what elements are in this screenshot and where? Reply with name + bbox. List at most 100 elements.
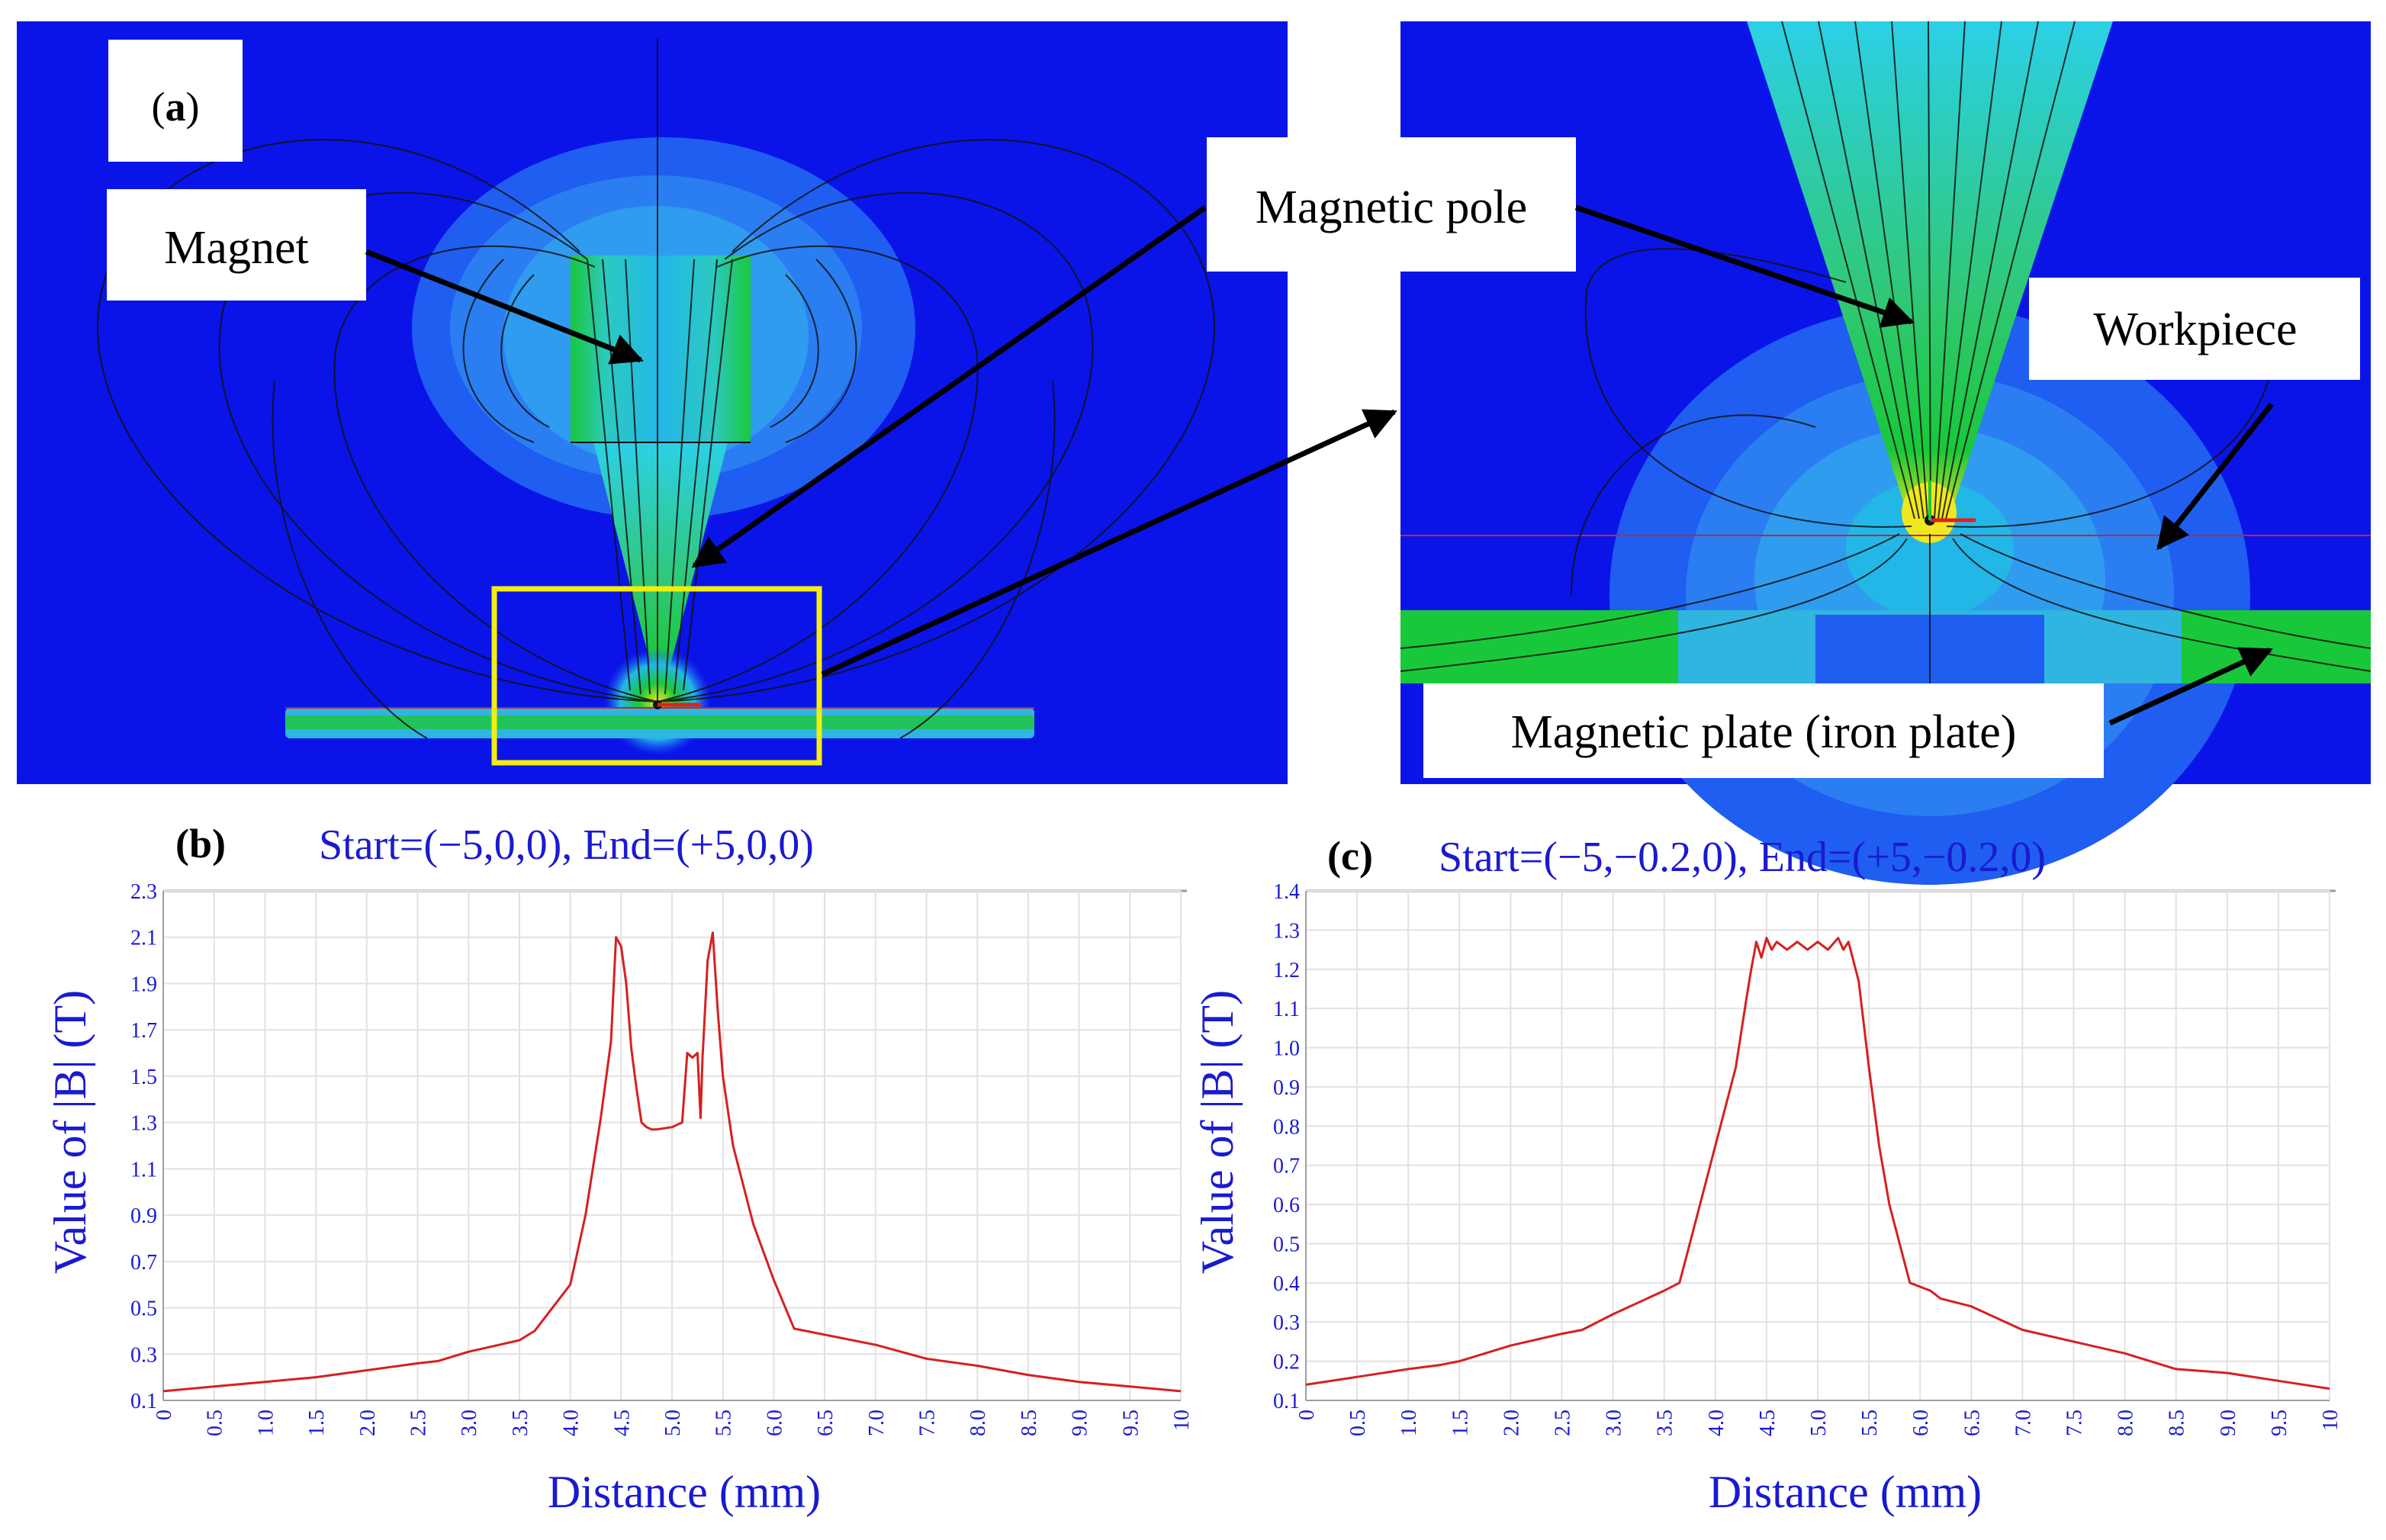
magnetic-pole-arrow-right	[1574, 204, 1915, 328]
x-tick-label: 7.5	[2063, 1410, 2087, 1436]
y-tick-label: 0.5	[130, 1297, 157, 1321]
x-tick-label: 5.5	[712, 1410, 736, 1436]
x-tick-label: 0	[153, 1410, 176, 1420]
y-tick-label: 0.7	[130, 1251, 157, 1275]
y-tick-label: 1.1	[1273, 998, 1300, 1021]
magnetic-pole-callout-box	[1207, 137, 1576, 272]
y-tick-label: 1.9	[130, 973, 157, 996]
workpiece-callout-text: Workpiece	[2094, 304, 2298, 355]
x-tick-label: 4.0	[1705, 1410, 1728, 1436]
x-tick-label: 8.5	[2166, 1410, 2189, 1436]
x-tick-label: 9.5	[1119, 1410, 1143, 1436]
x-tick-label: 0.5	[1346, 1410, 1370, 1436]
x-tick-label: 4.5	[610, 1410, 634, 1436]
data-series-line	[162, 931, 1182, 1393]
x-tick-label: 4.0	[560, 1410, 584, 1436]
chart-c-ylabel: Value of |B| (T)	[1192, 990, 1243, 1274]
x-tick-label: 10	[1170, 1410, 1194, 1431]
x-tick-label: 6.5	[1960, 1410, 1984, 1436]
magnetic-pole-cone	[593, 442, 728, 703]
x-tick-label: 1.5	[1449, 1410, 1472, 1436]
y-tick-label: 0.8	[1273, 1115, 1300, 1139]
panel-a-label: (a)	[152, 84, 200, 130]
x-tick-label: 2.5	[1552, 1410, 1575, 1436]
y-tick-label: 1.3	[130, 1112, 157, 1136]
x-tick-label: 3.0	[458, 1410, 481, 1436]
magnet-body	[571, 256, 751, 443]
panel-a-zoom: Magnetic pole Workpiece Magnetic plate (…	[1207, 21, 2372, 885]
y-tick-label: 0.9	[130, 1204, 157, 1228]
y-tick-label: 0.9	[1273, 1076, 1300, 1100]
x-tick-label: 1.5	[305, 1410, 329, 1436]
field-lines	[97, 38, 1215, 739]
x-tick-label: 3.0	[1603, 1410, 1626, 1436]
chart-c: (c) Start=(−5,−0.2,0), End=(+5,−0.2,0) D…	[1192, 833, 2343, 1517]
y-tick-label: 0.1	[130, 1390, 157, 1413]
y-tick-label: 0.2	[1273, 1351, 1300, 1374]
magnetic-plate-callout-text: Magnetic plate (iron plate)	[1511, 706, 2017, 758]
y-tick-label: 0.3	[130, 1343, 157, 1367]
x-tick-label: 9.0	[1069, 1410, 1092, 1436]
x-tick-label: 1.0	[1397, 1410, 1421, 1436]
y-tick-label: 1.4	[1273, 880, 1300, 904]
zoom-arrow	[821, 409, 1397, 677]
x-tick-label: 3.5	[509, 1410, 532, 1436]
x-tick-label: 2.0	[356, 1410, 380, 1436]
chart-b-ylabel: Value of |B| (T)	[45, 990, 95, 1274]
chart-c-title: Start=(−5,−0.2,0), End=(+5,−0.2,0)	[1439, 834, 2046, 881]
x-tick-label: 7.0	[865, 1410, 889, 1436]
y-tick-label: 0.5	[1273, 1233, 1300, 1256]
x-tick-label: 5.5	[1858, 1410, 1882, 1436]
x-tick-label: 4.5	[1756, 1410, 1780, 1436]
x-tick-label: 6.0	[1909, 1410, 1933, 1436]
x-tick-label: 8.0	[966, 1410, 990, 1436]
x-tick-label: 9.0	[2217, 1410, 2240, 1436]
magnet-callout-box	[107, 189, 366, 301]
chart-b-title: Start=(−5,0,0), End=(+5,0,0)	[319, 821, 814, 869]
x-tick-label: 2.0	[1500, 1410, 1523, 1436]
y-tick-label: 0.3	[1273, 1311, 1300, 1335]
y-tick-label: 0.1	[1273, 1390, 1300, 1413]
y-tick-label: 0.6	[1273, 1194, 1300, 1217]
chart-c-panel-label: (c)	[1327, 833, 1373, 879]
x-tick-label: 0.5	[204, 1410, 227, 1436]
x-tick-label: 0	[1295, 1410, 1319, 1420]
panel-a-left: (a) Magnet	[17, 21, 1288, 784]
magnetic-pole-callout-text: Magnetic pole	[1256, 182, 1527, 233]
x-tick-label: 10	[2319, 1410, 2343, 1431]
y-tick-label: 2.3	[130, 880, 157, 904]
magnet-arrow	[365, 249, 644, 365]
y-tick-label: 0.4	[1273, 1272, 1300, 1296]
magnetic-plate-arrow	[2108, 647, 2273, 726]
x-tick-label: 1.0	[254, 1410, 278, 1436]
chart-b: (b) Start=(−5,0,0), End=(+5,0,0) Distanc…	[45, 821, 1194, 1517]
data-series-line	[1305, 937, 2330, 1391]
y-tick-label: 0.7	[1273, 1155, 1300, 1178]
x-tick-label: 8.0	[2114, 1410, 2138, 1436]
x-tick-label: 9.5	[2268, 1410, 2291, 1436]
magnetic-plate-callout-box	[1423, 683, 2104, 778]
y-tick-label: 1.2	[1273, 959, 1300, 982]
magnetic-pole-arrow-left	[691, 205, 1207, 568]
chart-b-xlabel: Distance (mm)	[548, 1467, 821, 1517]
panel-a-label-box	[108, 40, 243, 162]
chart-b-panel-label: (b)	[175, 821, 226, 866]
workpiece-arrow	[2156, 402, 2274, 551]
y-tick-label: 1.1	[130, 1158, 157, 1182]
y-tick-label: 2.1	[130, 927, 157, 950]
chart-c-xlabel: Distance (mm)	[1709, 1467, 1982, 1517]
x-tick-label: 8.5	[1018, 1410, 1041, 1436]
x-tick-label: 6.0	[763, 1410, 786, 1436]
y-tick-label: 1.3	[1273, 919, 1300, 943]
magnet-callout-text: Magnet	[164, 222, 308, 274]
x-tick-label: 7.5	[916, 1410, 940, 1436]
x-tick-label: 5.0	[661, 1410, 685, 1436]
x-tick-label: 3.5	[1654, 1410, 1677, 1436]
x-tick-label: 6.5	[814, 1410, 838, 1436]
x-tick-label: 2.5	[407, 1410, 431, 1436]
y-tick-label: 1.0	[1273, 1037, 1300, 1061]
x-tick-label: 7.0	[2011, 1410, 2035, 1436]
y-tick-label: 1.7	[130, 1019, 157, 1043]
workpiece-callout-box	[2029, 278, 2360, 380]
